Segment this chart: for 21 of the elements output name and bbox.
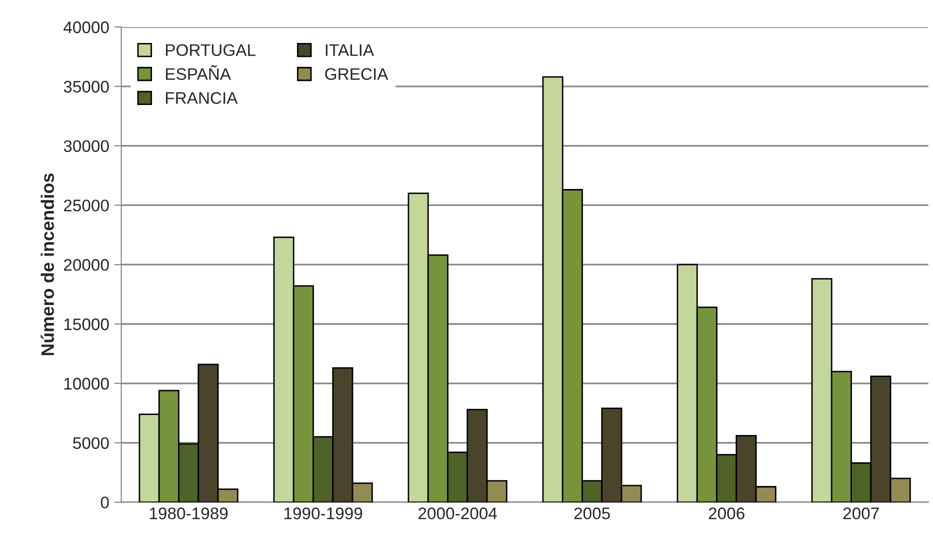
- legend-label: FRANCIA: [166, 92, 238, 104]
- y-axis-title: Número de incendios: [40, 174, 54, 356]
- y-tick-label: 20000: [64, 259, 109, 271]
- y-tick-label: 40000: [64, 21, 109, 34]
- legend-label: ESPAÑA: [166, 65, 231, 80]
- y-tick-label: 5000: [73, 437, 109, 450]
- x-tick-label: 1980-1989: [150, 508, 228, 520]
- x-tick-label: 2000-2004: [418, 508, 497, 520]
- x-tick-label: 1990-1999: [284, 508, 362, 520]
- x-tick-label: 2007: [843, 508, 879, 520]
- y-tick-label: 15000: [64, 318, 109, 330]
- legend-label: PORTUGAL: [166, 44, 256, 56]
- y-tick-label: 35000: [64, 80, 109, 93]
- legend-label: ITALIA: [326, 44, 374, 56]
- y-tick-label: 25000: [64, 200, 109, 212]
- legend-label: GRECIA: [325, 68, 388, 80]
- y-tick-label: 30000: [64, 140, 109, 152]
- y-tick-label: 0: [100, 496, 109, 508]
- x-tick-label: 2006: [708, 508, 744, 520]
- y-tick-label: 10000: [64, 378, 109, 390]
- x-tick-label: 2005: [574, 508, 610, 520]
